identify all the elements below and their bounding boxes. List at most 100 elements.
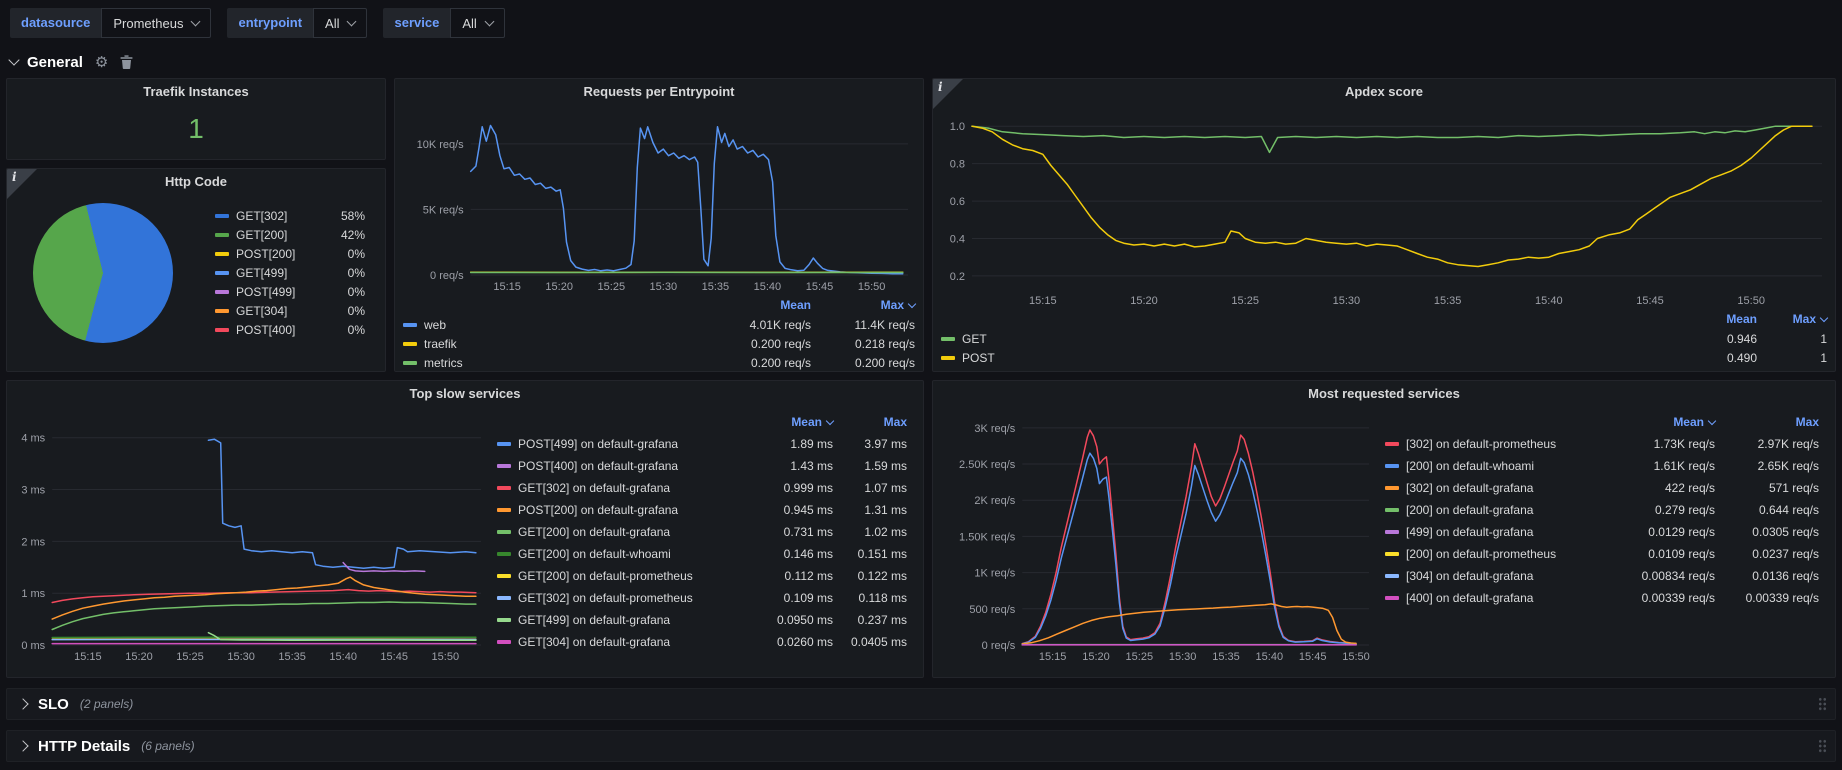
row-drag-handle[interactable] [1818, 697, 1827, 711]
legend-series-label[interactable]: GET[304] [215, 304, 329, 318]
svg-text:15:40: 15:40 [1256, 651, 1284, 663]
requested-services-chart[interactable]: 0 req/s 500 req/s 1K req/s 1.50K req/s 2K re… [941, 407, 1377, 665]
legend-value: 422 req/s [1664, 481, 1715, 495]
legend-series-label[interactable]: [302] on default-prometheus [1385, 437, 1611, 451]
legend-value: 0.731 ms [783, 525, 833, 539]
row-toggle-http-details[interactable]: HTTP Details (6 panels) [6, 730, 1836, 762]
legend-row: GET[304] 0% [215, 302, 365, 321]
legend-series-label[interactable]: POST [941, 351, 1687, 365]
panel-title[interactable]: Most requested services [1308, 386, 1460, 401]
panel-info-icon[interactable]: i [933, 79, 963, 109]
legend-sort-mean[interactable]: Mean [780, 298, 811, 312]
legend-value: 0.237 ms [857, 613, 907, 627]
var-label-entrypoint[interactable]: entrypoint [227, 8, 314, 38]
svg-text:1.50K req/s: 1.50K req/s [959, 531, 1016, 543]
legend-swatch-icon [497, 552, 511, 556]
legend-sort-max[interactable]: Max [1795, 415, 1819, 429]
legend-series-label[interactable]: GET[302] on default-grafana [497, 481, 759, 495]
legend-series-label[interactable]: POST[400] on default-grafana [497, 459, 759, 473]
legend-swatch-icon [403, 360, 417, 365]
legend-series-label[interactable]: GET[200] on default-grafana [497, 525, 759, 539]
panel-title[interactable]: Http Code [164, 174, 228, 189]
panel-title[interactable]: Apdex score [1344, 84, 1424, 99]
legend-series-label[interactable]: web [403, 318, 707, 332]
panel-top-slow-services: Top slow services 0 ms 1 ms 2 ms 3 ms 4 ms 15… [6, 380, 924, 678]
http-code-legend: GET[302] 58% GET[200] 42% POST[200] 0% GET[499… [207, 207, 373, 340]
legend-series-label[interactable]: [400] on default-grafana [1385, 591, 1611, 605]
var-select-entrypoint[interactable]: All [313, 8, 368, 38]
pie-chart[interactable] [33, 203, 173, 343]
panel-title[interactable]: Top slow services [409, 386, 521, 401]
legend-series-label[interactable]: GET[200] [215, 228, 329, 242]
var-value-text: Prometheus [113, 15, 184, 31]
legend-value: 2.97K req/s [1757, 437, 1819, 451]
legend-series-label[interactable]: GET[499] [215, 266, 329, 280]
panel-traefik-instances: Traefik Instances 1 [6, 78, 386, 160]
legend-series-label[interactable]: [499] on default-grafana [1385, 525, 1611, 539]
row-drag-handle[interactable] [1818, 739, 1827, 753]
legend-series-label[interactable]: GET[200] on default-prometheus [497, 569, 759, 583]
legend-series-label[interactable]: [302] on default-grafana [1385, 481, 1611, 495]
legend-series-label[interactable]: [200] on default-prometheus [1385, 547, 1611, 561]
legend-value: 0.0129 req/s [1648, 525, 1715, 539]
legend-series-label[interactable]: POST[200] [215, 247, 329, 261]
svg-text:500 req/s: 500 req/s [969, 604, 1015, 616]
legend-row: GET[200] on default-whoami 0.146 ms 0.151 … [497, 543, 907, 565]
variable-entrypoint: entrypoint All [227, 8, 368, 38]
slow-services-chart[interactable]: 0 ms 1 ms 2 ms 3 ms 4 ms 15:15 15:20 15:25 15:30… [15, 407, 489, 665]
legend-sort-max[interactable]: Max [883, 415, 907, 429]
legend-series-label[interactable]: GET[200] on default-whoami [497, 547, 759, 561]
legend-series-label[interactable]: GET[302] [215, 209, 329, 223]
var-label-service[interactable]: service [383, 8, 451, 38]
legend-value: 0.00339 req/s [1745, 591, 1819, 605]
legend-swatch-icon [1385, 508, 1399, 512]
gear-icon[interactable]: ⚙ [94, 53, 109, 71]
legend-series-label[interactable]: POST[499] on default-grafana [497, 437, 759, 451]
svg-text:15:20: 15:20 [1130, 295, 1158, 307]
legend-swatch-icon [1385, 464, 1399, 468]
legend-series-label[interactable]: traefik [403, 337, 707, 351]
panel-most-requested-services: Most requested services 0 req/s 500 req/s… [932, 380, 1836, 678]
var-label-datasource[interactable]: datasource [10, 8, 102, 38]
legend-series-label[interactable]: GET[302] on default-prometheus [497, 591, 759, 605]
legend-series-label[interactable]: POST[200] on default-grafana [497, 503, 759, 517]
legend-swatch-icon [403, 322, 417, 327]
legend-series-label[interactable]: GET [941, 332, 1687, 346]
legend-swatch-icon [215, 214, 229, 218]
legend-series-label[interactable]: GET[499] on default-grafana [497, 613, 759, 627]
legend-sort-mean[interactable]: Mean [1611, 415, 1717, 429]
requests-chart[interactable]: 0 req/s 5K req/s 10K req/s 15:15 15:20 15:25 1… [402, 105, 916, 295]
legend-sort-max[interactable]: Max [811, 298, 917, 312]
svg-text:15:30: 15:30 [1333, 295, 1361, 307]
legend-series-label[interactable]: POST[400] [215, 323, 329, 337]
legend-series-label[interactable]: POST[499] [215, 285, 329, 299]
legend-value: 1.43 ms [790, 459, 833, 473]
legend-value: 0.0136 req/s [1752, 569, 1819, 583]
legend-value: 0.0237 req/s [1752, 547, 1819, 561]
svg-text:15:20: 15:20 [1082, 651, 1110, 663]
row-toggle-slo[interactable]: SLO (2 panels) [6, 688, 1836, 720]
chevron-down-icon [191, 16, 201, 26]
legend-value: 0.946 [1726, 331, 1757, 346]
var-select-service[interactable]: All [450, 8, 505, 38]
trash-icon[interactable] [120, 55, 133, 69]
panel-title[interactable]: Traefik Instances [143, 84, 249, 99]
legend-value: 1.07 ms [864, 481, 907, 495]
legend-series-label[interactable]: [200] on default-grafana [1385, 503, 1611, 517]
var-select-datasource[interactable]: Prometheus [101, 8, 212, 38]
legend-series-label[interactable]: [304] on default-grafana [1385, 569, 1611, 583]
row-toggle-general[interactable]: General [8, 54, 83, 71]
svg-text:15:15: 15:15 [1039, 651, 1067, 663]
panel-info-icon[interactable]: i [7, 169, 37, 199]
legend-sort-max[interactable]: Max [1757, 312, 1829, 326]
legend-series-label[interactable]: GET[304] on default-grafana [497, 635, 759, 649]
legend-series-label[interactable]: [200] on default-whoami [1385, 459, 1611, 473]
legend-sort-mean[interactable]: Mean [759, 415, 835, 429]
panel-title[interactable]: Requests per Entrypoint [583, 84, 735, 99]
legend-row: GET[302] on default-prometheus 0.109 ms 0.… [497, 587, 907, 609]
legend-swatch-icon [497, 508, 511, 512]
legend-series-label[interactable]: metrics [403, 356, 707, 370]
apdex-chart[interactable]: 0.2 0.4 0.6 0.8 1.0 15:15 15:20 15:25 15:30 15:35… [938, 105, 1830, 309]
requested-body: 0 req/s 500 req/s 1K req/s 1.50K req/s 2K re… [933, 407, 1835, 665]
legend-sort-mean[interactable]: Mean [1726, 312, 1757, 326]
